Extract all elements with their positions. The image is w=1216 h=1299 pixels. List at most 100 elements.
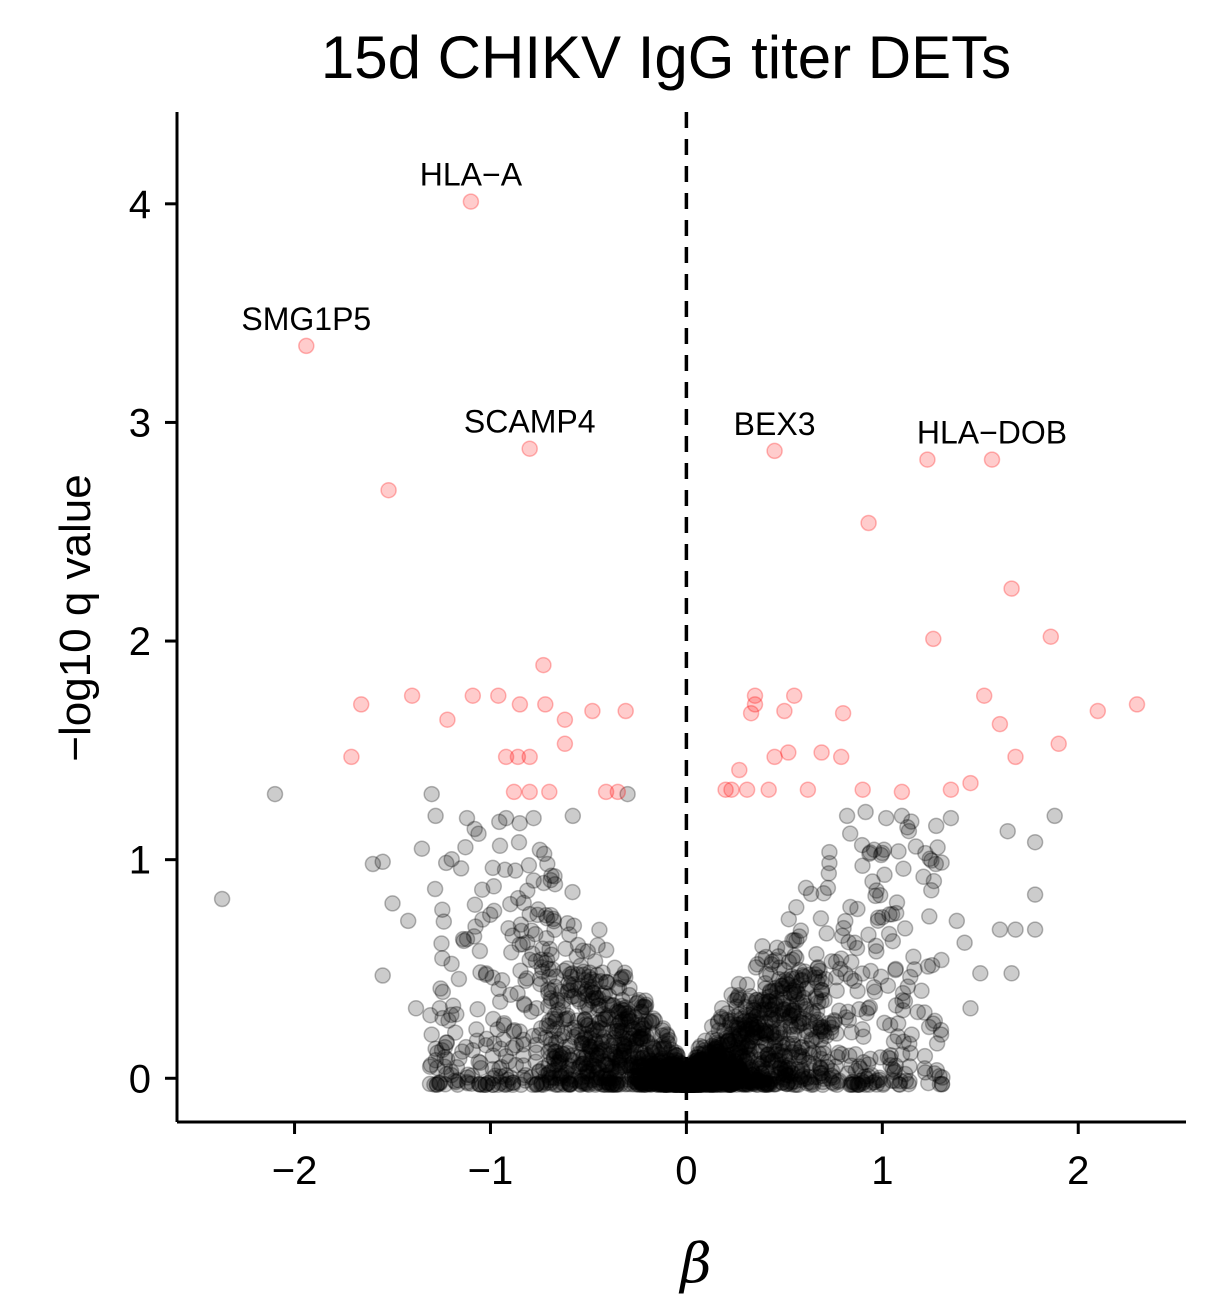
nonsignificant-point bbox=[857, 803, 874, 821]
nonsignificant-point bbox=[915, 868, 932, 886]
nonsignificant-point bbox=[587, 1076, 604, 1094]
nonsignificant-point bbox=[784, 951, 801, 969]
nonsignificant-point bbox=[666, 1046, 683, 1063]
nonsignificant-point bbox=[633, 1075, 651, 1092]
nonsignificant-point bbox=[666, 1075, 683, 1092]
nonsignificant-point bbox=[676, 1072, 693, 1089]
nonsignificant-point bbox=[543, 982, 560, 1000]
nonsignificant-point bbox=[746, 1024, 764, 1042]
significant-point bbox=[439, 711, 456, 728]
nonsignificant-point bbox=[574, 1055, 591, 1073]
nonsignificant-point bbox=[699, 1073, 716, 1090]
nonsignificant-point bbox=[561, 1075, 579, 1092]
nonsignificant-point bbox=[788, 899, 805, 916]
nonsignificant-point bbox=[903, 813, 920, 830]
nonsignificant-point bbox=[431, 1000, 449, 1017]
nonsignificant-point bbox=[542, 1075, 560, 1092]
nonsignificant-point bbox=[786, 1073, 804, 1090]
nonsignificant-point bbox=[689, 1070, 706, 1088]
nonsignificant-point bbox=[695, 1064, 713, 1082]
y-tick-label: 1 bbox=[129, 839, 151, 883]
nonsignificant-point bbox=[899, 819, 916, 836]
nonsignificant-point bbox=[434, 901, 451, 918]
nonsignificant-point bbox=[933, 1076, 951, 1093]
nonsignificant-point bbox=[655, 1053, 672, 1070]
nonsignificant-point bbox=[429, 1044, 446, 1061]
nonsignificant-point bbox=[694, 1052, 712, 1069]
nonsignificant-point bbox=[599, 1050, 617, 1067]
nonsignificant-point bbox=[643, 1075, 660, 1093]
nonsignificant-point bbox=[906, 961, 923, 978]
nonsignificant-point bbox=[500, 1053, 518, 1070]
nonsignificant-point bbox=[845, 1073, 862, 1091]
nonsignificant-point bbox=[645, 1039, 662, 1057]
nonsignificant-point bbox=[781, 1026, 799, 1043]
nonsignificant-point bbox=[654, 1050, 671, 1067]
x-tick-label: −1 bbox=[468, 1149, 514, 1193]
nonsignificant-point bbox=[916, 1047, 934, 1065]
nonsignificant-point bbox=[539, 997, 557, 1015]
nonsignificant-point bbox=[523, 922, 540, 939]
nonsignificant-point bbox=[670, 1073, 688, 1090]
significant-point bbox=[464, 687, 482, 704]
significant-point bbox=[537, 696, 554, 713]
nonsignificant-point bbox=[688, 1051, 706, 1069]
nonsignificant-point bbox=[841, 1047, 858, 1065]
nonsignificant-point bbox=[458, 1073, 476, 1091]
nonsignificant-point bbox=[633, 1020, 651, 1038]
nonsignificant-point bbox=[762, 1054, 780, 1071]
significant-point bbox=[1128, 696, 1146, 713]
nonsignificant-point bbox=[731, 1059, 748, 1076]
nonsignificant-point bbox=[1046, 807, 1063, 825]
nonsignificant-point bbox=[689, 1076, 707, 1093]
significant-point bbox=[799, 781, 817, 798]
nonsignificant-point bbox=[546, 875, 564, 893]
nonsignificant-point bbox=[690, 1066, 707, 1084]
nonsignificant-point bbox=[634, 1049, 652, 1067]
nonsignificant-point bbox=[608, 1076, 625, 1093]
nonsignificant-point bbox=[658, 1073, 675, 1090]
nonsignificant-point bbox=[444, 997, 462, 1015]
nonsignificant-point bbox=[573, 1034, 591, 1052]
nonsignificant-point bbox=[884, 932, 902, 950]
nonsignificant-point bbox=[788, 1076, 805, 1094]
nonsignificant-point bbox=[703, 1018, 721, 1035]
nonsignificant-point bbox=[648, 1076, 666, 1093]
nonsignificant-point bbox=[755, 1050, 773, 1068]
nonsignificant-point bbox=[463, 1067, 481, 1084]
nonsignificant-point bbox=[506, 1021, 523, 1039]
nonsignificant-point bbox=[932, 1021, 950, 1039]
nonsignificant-point bbox=[709, 1014, 727, 1032]
nonsignificant-point bbox=[680, 1070, 697, 1087]
gene-label: BEX3 bbox=[734, 406, 816, 442]
nonsignificant-point bbox=[665, 1076, 683, 1094]
nonsignificant-point bbox=[664, 1060, 682, 1078]
nonsignificant-point bbox=[854, 857, 871, 875]
nonsignificant-point bbox=[666, 1072, 684, 1090]
nonsignificant-point bbox=[546, 1043, 564, 1060]
nonsignificant-point bbox=[839, 1065, 856, 1082]
nonsignificant-point bbox=[900, 1075, 917, 1093]
nonsignificant-point bbox=[850, 1076, 868, 1093]
nonsignificant-point bbox=[479, 1075, 497, 1092]
nonsignificant-point bbox=[673, 1071, 690, 1088]
nonsignificant-point bbox=[504, 1039, 521, 1057]
nonsignificant-point bbox=[846, 1075, 863, 1092]
nonsignificant-point bbox=[843, 1073, 861, 1091]
nonsignificant-point bbox=[788, 994, 806, 1011]
nonsignificant-point bbox=[659, 1057, 676, 1074]
nonsignificant-point bbox=[676, 1076, 693, 1094]
nonsignificant-point bbox=[893, 807, 911, 825]
nonsignificant-point bbox=[657, 1058, 675, 1076]
nonsignificant-point bbox=[713, 1076, 731, 1094]
nonsignificant-point bbox=[676, 1074, 693, 1092]
nonsignificant-point bbox=[504, 1074, 522, 1091]
nonsignificant-point bbox=[839, 1003, 857, 1021]
nonsignificant-point bbox=[532, 951, 550, 968]
nonsignificant-point bbox=[646, 1012, 664, 1029]
nonsignificant-point bbox=[484, 969, 501, 986]
nonsignificant-point bbox=[755, 1074, 772, 1091]
nonsignificant-point bbox=[586, 952, 604, 970]
nonsignificant-point bbox=[872, 968, 890, 985]
nonsignificant-point bbox=[701, 1075, 718, 1092]
